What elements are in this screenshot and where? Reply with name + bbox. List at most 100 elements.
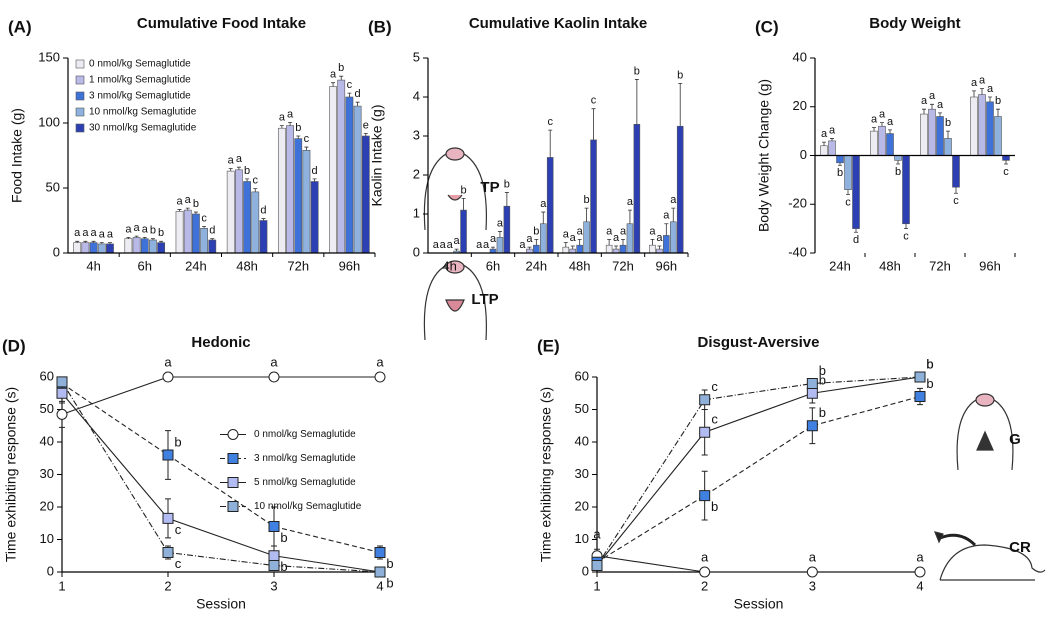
marker <box>56 376 68 388</box>
y-tick-label: 4 <box>413 88 420 103</box>
panel-label: (E) <box>537 336 560 355</box>
bar <box>669 221 677 254</box>
y-tick-label: 60 <box>40 368 54 383</box>
significance-letter: c <box>547 116 553 128</box>
error-bar <box>846 189 850 195</box>
bar <box>894 155 902 161</box>
error-bar <box>261 218 266 221</box>
marker <box>56 387 68 399</box>
rat-nose <box>445 147 465 161</box>
error-bar <box>355 101 360 107</box>
chart-title: Hedonic <box>191 334 250 351</box>
legend-label: 1 nmol/kg Semaglutide <box>89 75 191 86</box>
legend-swatch <box>75 91 85 101</box>
panel-label: (D) <box>2 336 26 355</box>
chart-title: Cumulative Food Intake <box>137 15 306 32</box>
error-bar <box>107 242 112 244</box>
rat-nose <box>445 260 465 274</box>
marker <box>56 408 68 420</box>
bar <box>978 94 986 156</box>
line <box>596 376 921 566</box>
significance-letter: a <box>376 354 384 369</box>
y-tick-label: 5 <box>413 49 420 64</box>
error-bar <box>822 141 826 146</box>
y-axis-label: Food Intake (g) <box>9 108 25 203</box>
error-bar <box>591 108 596 140</box>
y-tick-label: 10 <box>40 531 54 546</box>
marker <box>162 547 174 558</box>
bar <box>828 140 836 156</box>
y-tick-label: 0 <box>53 244 60 259</box>
significance-letter: a <box>99 229 106 241</box>
x-axis-label: Session <box>734 596 784 612</box>
rat-gape <box>976 430 994 451</box>
annotation: CR <box>1009 539 1031 556</box>
bar <box>605 244 613 254</box>
marker <box>914 371 926 383</box>
rat-nose <box>975 393 995 407</box>
bar <box>820 145 828 156</box>
error-bar <box>142 237 147 239</box>
error-bar <box>614 245 619 250</box>
annotation: G <box>1009 431 1021 448</box>
annotation: LTP <box>471 291 498 308</box>
significance-letter: a <box>279 112 286 124</box>
bar <box>663 235 670 254</box>
error-bar <box>838 162 842 166</box>
significance-letter: a <box>620 225 627 237</box>
bar <box>460 209 467 254</box>
bar <box>124 238 133 254</box>
significance-letter: b <box>158 227 164 239</box>
error-bar <box>627 209 632 224</box>
significance-letter: a <box>497 217 504 229</box>
error-bar <box>491 246 495 250</box>
significance-letter: d <box>355 88 361 100</box>
y-tick-label: -20 <box>788 196 807 211</box>
rat-body-cr <box>939 544 1046 581</box>
y-tick-label: 50 <box>46 179 60 194</box>
significance-letter: c <box>591 95 597 107</box>
x-tick-label: 96h <box>655 258 677 273</box>
error-bar <box>461 198 466 211</box>
bar <box>73 242 82 254</box>
rat-arrowhead <box>934 531 944 544</box>
significance-letter: a <box>670 194 677 206</box>
line <box>596 376 921 566</box>
y-tick-label: 50 <box>40 401 54 416</box>
y-tick-label: 0 <box>413 244 420 259</box>
x-tick-label: 24h <box>525 258 547 273</box>
marker <box>806 378 818 389</box>
significance-letter: a <box>526 233 533 245</box>
significance-letter: c <box>175 522 182 537</box>
error-bar <box>634 79 639 125</box>
marker <box>914 566 926 578</box>
error-bar <box>304 146 309 151</box>
x-tick-label: 24h <box>829 258 851 273</box>
significance-letter: a <box>454 235 461 247</box>
significance-letter: a <box>971 77 978 89</box>
bar <box>310 181 319 254</box>
error-bar <box>312 178 317 182</box>
legend-swatch <box>75 75 85 85</box>
chart-title: Cumulative Kaolin Intake <box>469 15 647 32</box>
rat-tongue <box>445 299 465 312</box>
marker <box>591 560 603 571</box>
bar <box>920 113 928 156</box>
marker <box>699 426 711 438</box>
significance-letter: d <box>312 165 318 177</box>
error-bar <box>972 90 976 97</box>
bar <box>539 223 547 254</box>
y-tick-label: -40 <box>788 244 807 259</box>
bar <box>936 116 944 156</box>
bar <box>626 223 634 254</box>
marker <box>699 566 711 578</box>
bar <box>243 181 251 254</box>
significance-letter: b <box>819 373 826 388</box>
significance-letter: b <box>280 530 287 545</box>
x-tick-label: 72h <box>929 258 951 273</box>
x-tick-label: 6h <box>486 258 500 273</box>
bar <box>353 105 362 254</box>
error-bar <box>577 238 582 246</box>
error-bar <box>75 240 80 243</box>
bar <box>226 170 235 254</box>
